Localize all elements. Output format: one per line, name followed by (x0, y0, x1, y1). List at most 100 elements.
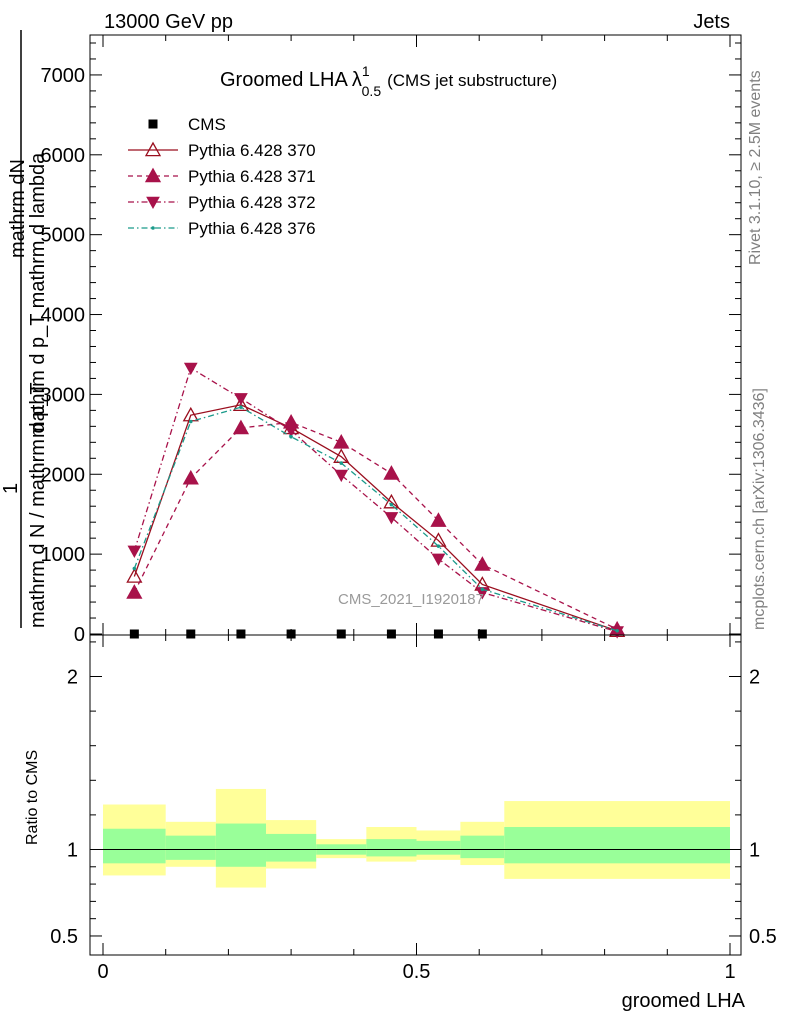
data-point (129, 629, 139, 639)
plot-title: Groomed LHA λ1 0.5 (CMS jet substructure) (220, 63, 557, 99)
data-point (239, 405, 243, 409)
ratio-plot-frame (89, 634, 742, 956)
main-plot: 0 1000 2000 3000 4000 5000 6000 7000 Groomed LH… (0, 30, 742, 646)
inner-uncertainty-band (504, 827, 730, 864)
data-point (232, 419, 250, 435)
data-point (615, 629, 619, 633)
series-0 (129, 629, 487, 639)
legend-label: Pythia 6.428 376 (188, 219, 316, 238)
y-label-denom: mathrm d N / mathrm d p_T (27, 382, 49, 628)
data-point (431, 553, 446, 566)
data-point (383, 493, 400, 509)
legend-label: Pythia 6.428 370 (188, 141, 316, 160)
data-point (430, 512, 447, 527)
ratio-plot: 0.5 0.5 1 1 2 2 0 0.5 1 Ratio to CMS groomed LH… (24, 634, 777, 1012)
ratio-y-axis-label: Ratio to CMS (24, 750, 41, 845)
main-y-axis-label: mathrm dN mathrm d p_T mathrm d lambda 1… (0, 30, 49, 628)
data-point (183, 362, 198, 376)
legend-marker (146, 196, 160, 210)
data-point (383, 465, 400, 480)
header-process: Jets (693, 11, 730, 33)
x-tick-label: 1 (724, 961, 735, 983)
data-point (236, 629, 246, 639)
series-4 (132, 405, 619, 633)
data-point (289, 434, 293, 439)
ratio-y-tick-label: 2 (67, 667, 78, 689)
plot-title-sup: 1 (362, 63, 370, 79)
plot-title-note: (CMS jet substructure) (387, 71, 557, 90)
plot-title-main: Groomed LHA (220, 69, 348, 91)
y-tick-label: 0 (74, 624, 85, 646)
series-line (133, 367, 618, 633)
legend-label: Pythia 6.428 371 (188, 167, 316, 186)
plot-title-symbol: λ (352, 69, 362, 91)
y-tick-label: 6000 (41, 145, 86, 167)
inner-uncertainty-band (366, 839, 417, 857)
data-point (480, 587, 485, 592)
legend-marker (144, 167, 162, 183)
legend-marker (151, 226, 155, 230)
inner-uncertainty-band (165, 835, 216, 860)
inner-uncertainty-band (460, 835, 505, 859)
data-point (127, 545, 142, 558)
data-point (336, 629, 346, 639)
ratio-y-tick-label: 1 (67, 839, 78, 861)
inner-uncertainty-band (266, 833, 317, 862)
series-line (133, 404, 618, 632)
data-point (126, 584, 143, 599)
header-energy: 13000 GeV pp (104, 11, 233, 33)
data-point (433, 629, 443, 639)
rivet-version-label: Rivet 3.1.10, ≥ 2.5M events (747, 70, 764, 265)
data-point (384, 512, 399, 525)
y-tick-label: 2000 (41, 464, 86, 486)
data-point (474, 556, 491, 571)
y-tick-label: 3000 (41, 384, 86, 406)
data-point (477, 629, 487, 639)
y-label-top2: mathrm d p_T mathrm d lambda (27, 152, 49, 438)
data-point (232, 396, 250, 412)
ratio-y-tick-label-right: 2 (749, 667, 760, 689)
y-tick-label: 4000 (41, 305, 86, 327)
legend-entry: Pythia 6.428 372 (128, 193, 316, 212)
legend-entry: Pythia 6.428 370 (128, 141, 316, 160)
data-point (284, 425, 298, 438)
data-point (389, 502, 394, 507)
ratio-y-tick-label-right: 0.5 (749, 926, 777, 948)
legend-entry: Pythia 6.428 376 (128, 219, 316, 238)
legend-label: Pythia 6.428 372 (188, 193, 316, 212)
legend-marker (148, 119, 158, 129)
data-point (132, 566, 137, 571)
data-point (334, 469, 349, 483)
analysis-watermark: CMS_2021_I1920187 (338, 591, 484, 608)
x-tick-label: 0 (97, 961, 108, 983)
data-point (182, 469, 199, 485)
data-point (436, 544, 441, 548)
y-tick-label: 1000 (41, 544, 86, 566)
ratio-y-tick-label: 0.5 (50, 926, 78, 948)
y-tick-label: 5000 (41, 225, 86, 247)
y-label-top: mathrm dN (7, 159, 29, 258)
data-point (186, 629, 196, 639)
plot-title-sub: 0.5 (362, 83, 382, 99)
y-label-numer: 1 (0, 483, 22, 494)
data-point (333, 433, 350, 449)
data-point (234, 393, 248, 406)
x-axis-label: groomed LHA (622, 990, 746, 1012)
legend-label: CMS (188, 115, 226, 134)
inner-uncertainty-band (416, 840, 461, 855)
data-point (188, 419, 193, 424)
series-3 (127, 362, 624, 639)
x-tick-label: 0.5 (403, 961, 431, 983)
y-tick-label: 7000 (41, 65, 86, 87)
data-point (286, 629, 296, 639)
data-point (126, 568, 143, 583)
legend-entry: Pythia 6.428 371 (128, 167, 316, 186)
series-line (133, 421, 618, 630)
data-point (386, 629, 396, 639)
legend-marker (144, 141, 162, 157)
legend: CMS Pythia 6.428 370 Pythia 6.428 371 Pythi… (128, 115, 316, 238)
inner-uncertainty-band (103, 828, 166, 864)
legend-entry: CMS (148, 115, 226, 134)
ratio-y-tick-label-right: 1 (749, 839, 760, 861)
